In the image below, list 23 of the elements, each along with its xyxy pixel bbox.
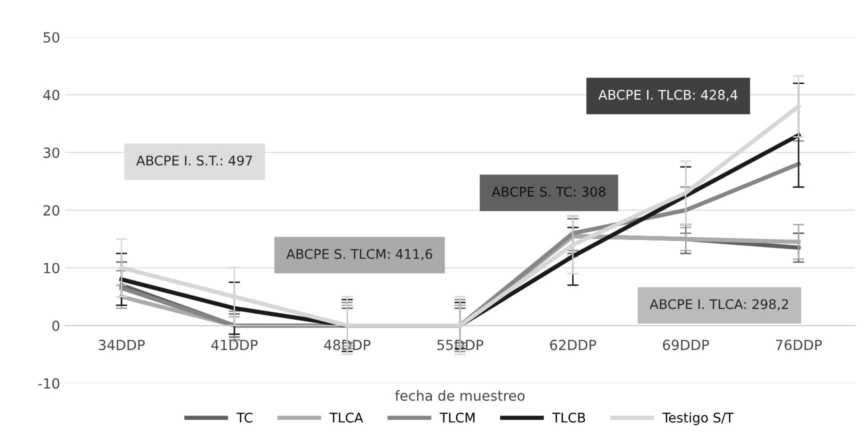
annotation: ABCPE I. S.T.: 497 — [136, 156, 252, 166]
x-axis-title: fecha de muestreo — [395, 390, 525, 401]
legend-label: TC — [236, 412, 252, 423]
legend-label: TLCM — [440, 412, 474, 423]
x-tick-label: 76DDP — [776, 340, 822, 350]
y-tick-label: -10 — [38, 378, 60, 389]
annotation: ABCPE S. TC: 308 — [492, 186, 606, 197]
y-tick-label: 0 — [52, 320, 60, 332]
y-tick-label: 10 — [44, 262, 60, 274]
x-tick-label: 69DDP — [662, 340, 709, 350]
legend-label: Testigo S/T — [662, 412, 734, 426]
x-tick-label: 41DDP — [211, 340, 258, 350]
x-tick-label: 62DDP — [550, 340, 596, 350]
y-tick-label: 20 — [44, 205, 60, 216]
y-tick-label: 50 — [44, 32, 60, 43]
legend-label: TLCA — [330, 412, 364, 423]
annotation: ABCPE I. TLCB: 428,4 — [598, 90, 738, 102]
annotation: ABCPE I. TLCA: 298,2 — [650, 299, 788, 311]
y-tick-label: 40 — [43, 90, 60, 100]
legend-label: TLCB — [552, 412, 586, 423]
x-tick-label: 34DDP — [98, 340, 145, 350]
y-tick-label: 30 — [44, 147, 60, 158]
annotation: ABCPE S. TLCM: 411,6 — [286, 249, 432, 260]
